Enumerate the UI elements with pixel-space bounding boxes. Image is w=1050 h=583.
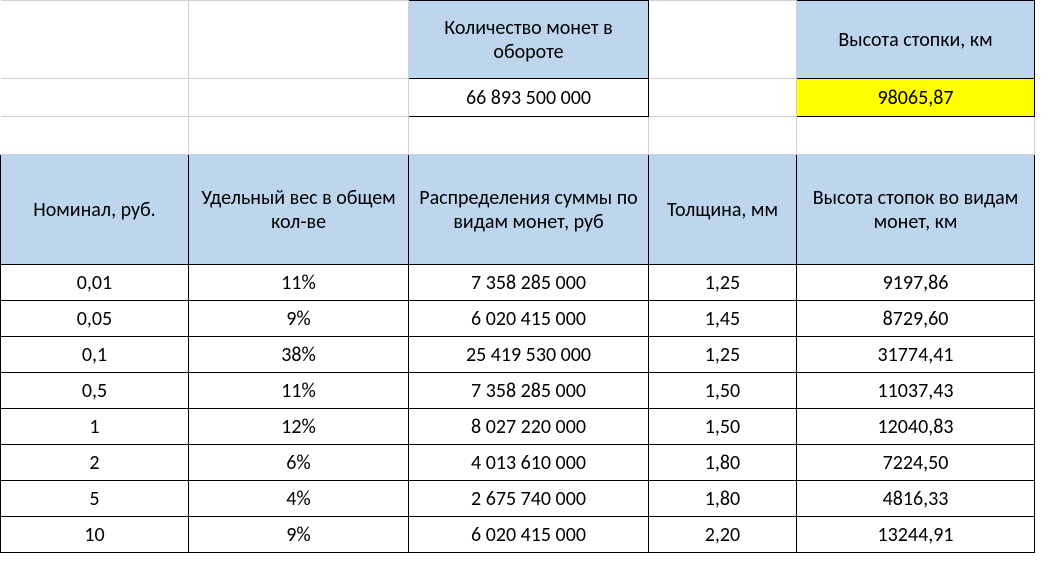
table-cell[interactable]: 9% — [189, 517, 409, 553]
table-cell[interactable]: 1,25 — [649, 265, 797, 301]
table-cell[interactable]: 8 027 220 000 — [409, 409, 649, 445]
table-cell[interactable]: 5 — [1, 481, 189, 517]
table-cell[interactable]: 11% — [189, 373, 409, 409]
table-cell[interactable]: 9% — [189, 301, 409, 337]
table-row: 0,511%7 358 285 0001,5011037,43 — [1, 373, 1035, 409]
empty-cell[interactable] — [797, 117, 1035, 155]
empty-cell[interactable] — [189, 1, 409, 79]
table-cell[interactable]: 0,05 — [1, 301, 189, 337]
table-cell[interactable]: 1,25 — [649, 337, 797, 373]
table-cell[interactable]: 9197,86 — [797, 265, 1035, 301]
sheet-table: Количество монет в обороте Высота стопки… — [0, 0, 1035, 553]
table-cell[interactable]: 4816,33 — [797, 481, 1035, 517]
table-cell[interactable]: 6 020 415 000 — [409, 301, 649, 337]
table-cell[interactable]: 11037,43 — [797, 373, 1035, 409]
coins-count-label[interactable]: Количество монет в обороте — [409, 1, 649, 79]
table-cell[interactable]: 4 013 610 000 — [409, 445, 649, 481]
table-cell[interactable]: 13244,91 — [797, 517, 1035, 553]
empty-cell[interactable] — [189, 117, 409, 155]
table-cell[interactable]: 0,01 — [1, 265, 189, 301]
table-cell[interactable]: 1,45 — [649, 301, 797, 337]
table-cell[interactable]: 6 020 415 000 — [409, 517, 649, 553]
table-cell[interactable]: 12040,83 — [797, 409, 1035, 445]
spreadsheet: Количество монет в обороте Высота стопки… — [0, 0, 1050, 583]
empty-cell[interactable] — [409, 117, 649, 155]
empty-cell[interactable] — [189, 79, 409, 117]
table-cell[interactable]: 12% — [189, 409, 409, 445]
empty-cell[interactable] — [649, 79, 797, 117]
col-header-stackheight[interactable]: Высота стопок во видам монет, км — [797, 155, 1035, 265]
table-row: 26%4 013 610 0001,807224,50 — [1, 445, 1035, 481]
table-cell[interactable]: 8729,60 — [797, 301, 1035, 337]
table-cell[interactable]: 0,5 — [1, 373, 189, 409]
table-row: 109%6 020 415 0002,2013244,91 — [1, 517, 1035, 553]
table-cell[interactable]: 1,80 — [649, 445, 797, 481]
col-header-nominal[interactable]: Номинал, руб. — [1, 155, 189, 265]
table-cell[interactable]: 1,50 — [649, 373, 797, 409]
table-cell[interactable]: 10 — [1, 517, 189, 553]
table-cell[interactable]: 2,20 — [649, 517, 797, 553]
table-cell[interactable]: 11% — [189, 265, 409, 301]
table-cell[interactable]: 1 — [1, 409, 189, 445]
table-cell[interactable]: 1,80 — [649, 481, 797, 517]
empty-cell[interactable] — [649, 117, 797, 155]
table-cell[interactable]: 25 419 530 000 — [409, 337, 649, 373]
table-row: 0,138%25 419 530 0001,2531774,41 — [1, 337, 1035, 373]
stack-height-value[interactable]: 98065,87 — [797, 79, 1035, 117]
table-row: 0,0111%7 358 285 0001,259197,86 — [1, 265, 1035, 301]
col-header-distribution[interactable]: Распределения суммы по видам монет, руб — [409, 155, 649, 265]
coins-count-value[interactable]: 66 893 500 000 — [409, 79, 649, 117]
col-header-thickness[interactable]: Толщина, мм — [649, 155, 797, 265]
table-cell[interactable]: 0,1 — [1, 337, 189, 373]
table-row: 0,059%6 020 415 0001,458729,60 — [1, 301, 1035, 337]
empty-cell[interactable] — [649, 1, 797, 79]
table-cell[interactable]: 7224,50 — [797, 445, 1035, 481]
table-cell[interactable]: 31774,41 — [797, 337, 1035, 373]
stack-height-label[interactable]: Высота стопки, км — [797, 1, 1035, 79]
empty-cell[interactable] — [1, 79, 189, 117]
table-cell[interactable]: 4% — [189, 481, 409, 517]
table-cell[interactable]: 2 — [1, 445, 189, 481]
table-cell[interactable]: 38% — [189, 337, 409, 373]
table-row: 54%2 675 740 0001,804816,33 — [1, 481, 1035, 517]
empty-cell[interactable] — [1, 1, 189, 79]
table-cell[interactable]: 2 675 740 000 — [409, 481, 649, 517]
empty-cell[interactable] — [1, 117, 189, 155]
table-cell[interactable]: 7 358 285 000 — [409, 265, 649, 301]
table-cell[interactable]: 6% — [189, 445, 409, 481]
col-header-weight[interactable]: Удельный вес в общем кол-ве — [189, 155, 409, 265]
table-cell[interactable]: 7 358 285 000 — [409, 373, 649, 409]
table-row: 112%8 027 220 0001,5012040,83 — [1, 409, 1035, 445]
table-cell[interactable]: 1,50 — [649, 409, 797, 445]
